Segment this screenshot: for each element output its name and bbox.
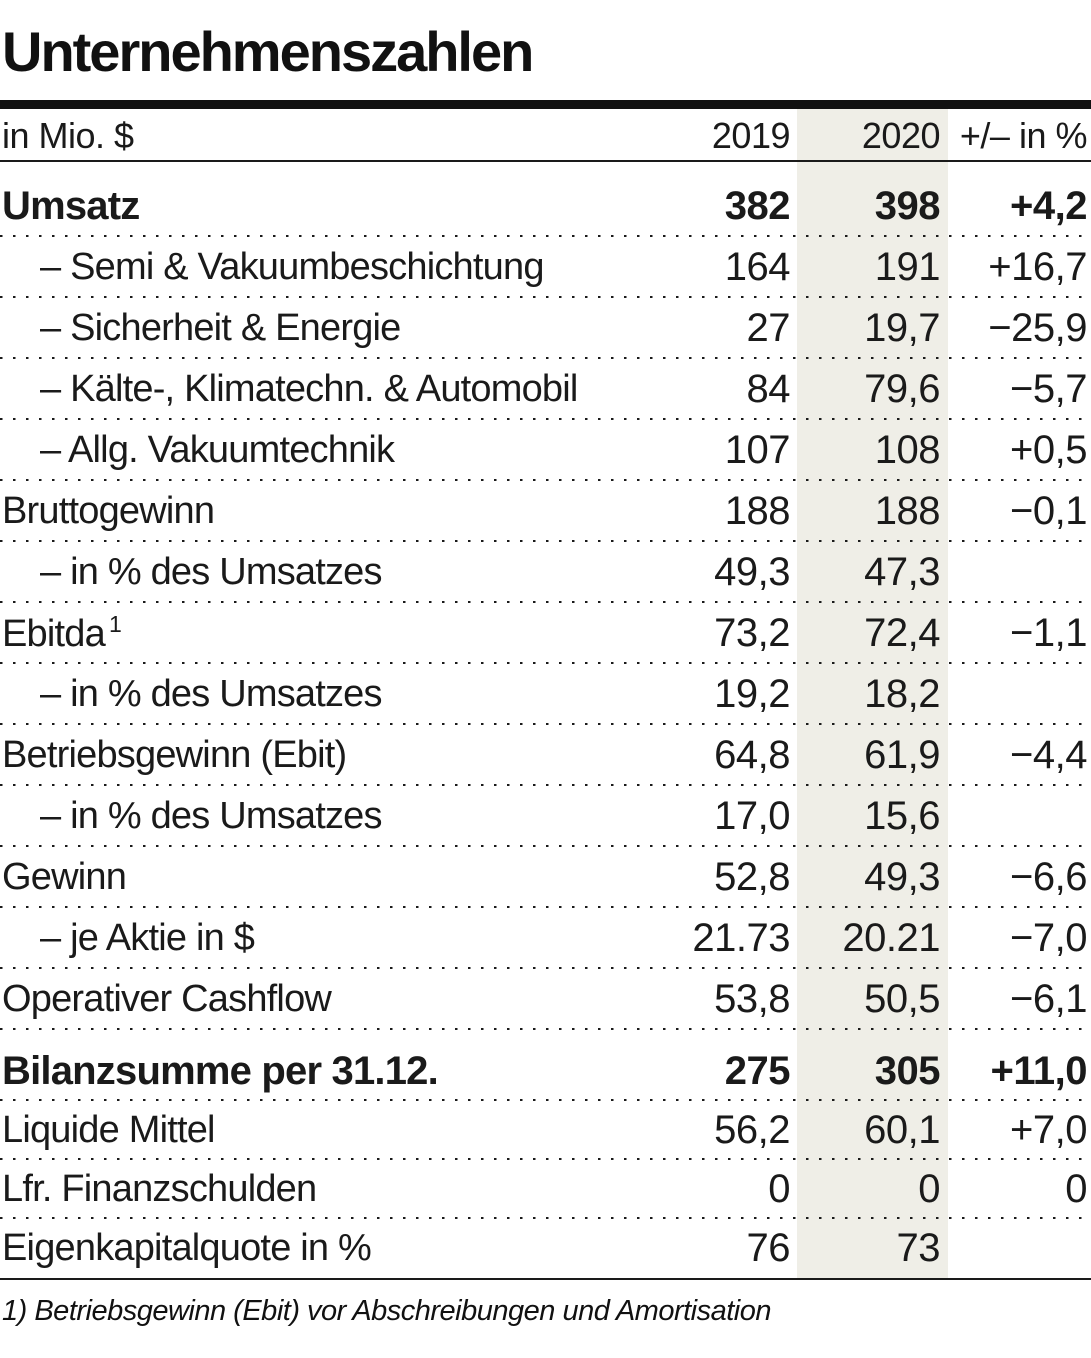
value-2019: 64,8 xyxy=(714,733,790,777)
value-2019: 17,0 xyxy=(714,794,790,838)
value-change-percent: −4,4 xyxy=(1010,733,1087,777)
value-2020: 188 xyxy=(874,489,941,533)
value-2019: 21.73 xyxy=(692,916,790,960)
value-2019: 188 xyxy=(724,489,791,533)
row-label: – Kälte-, Klimatechn. & Automobil xyxy=(40,368,578,410)
row-label: Lfr. Finanzschulden xyxy=(2,1168,317,1210)
value-2019: 56,2 xyxy=(714,1108,790,1152)
value-change-percent: −7,0 xyxy=(1010,916,1087,960)
value-2019: 49,3 xyxy=(714,550,790,594)
column-header-2020: 2020 xyxy=(861,114,941,156)
value-2019: 19,2 xyxy=(714,672,790,716)
value-2019: 164 xyxy=(724,245,791,289)
bottom-rule xyxy=(0,1278,1091,1280)
value-2020: 108 xyxy=(874,428,941,472)
row-label: Ebitda 1 xyxy=(2,611,122,655)
table-row: – je Aktie in $ 21.73 20.21 −7,0 xyxy=(0,908,1091,969)
row-label: Liquide Mittel xyxy=(2,1109,216,1151)
table-row: Umsatz 382 398 +4,2 xyxy=(0,162,1091,237)
value-2020: 19,7 xyxy=(864,306,940,350)
value-change-percent: +16,7 xyxy=(988,245,1087,289)
value-2020: 20.21 xyxy=(842,916,940,960)
table-row: – Semi & Vakuumbeschichtung 164 191 +16,… xyxy=(0,237,1091,298)
value-change-percent: +4,2 xyxy=(1010,184,1087,228)
value-change-percent: 0 xyxy=(1065,1167,1087,1211)
row-label: – Allg. Vakuumtechnik xyxy=(40,429,395,471)
row-label: Gewinn xyxy=(2,856,127,898)
table-row: Betriebsgewinn (Ebit) 64,8 61,9 −4,4 xyxy=(0,725,1091,786)
value-2020: 50,5 xyxy=(864,977,940,1021)
value-change-percent: +0,5 xyxy=(1010,428,1087,472)
value-2020: 18,2 xyxy=(864,672,940,716)
table-row: Liquide Mittel 56,2 60,1 +7,0 xyxy=(0,1101,1091,1160)
value-2019: 53,8 xyxy=(714,977,790,1021)
value-2019: 27 xyxy=(746,306,791,350)
value-2019: 382 xyxy=(724,184,791,228)
value-2019: 275 xyxy=(724,1049,791,1093)
table-header-row: in Mio. $ 2019 2020 +/– in % xyxy=(0,109,1091,162)
value-change-percent: −25,9 xyxy=(988,306,1087,350)
value-2019: 84 xyxy=(746,367,791,411)
row-label: Bilanzsumme per 31.12. xyxy=(2,1049,439,1093)
value-2019: 0 xyxy=(768,1167,790,1211)
footnote: 1) Betriebsgewinn (Ebit) vor Abschreibun… xyxy=(2,1295,772,1327)
value-2019: 73,2 xyxy=(714,611,790,655)
value-2020: 191 xyxy=(874,245,941,289)
value-2019: 107 xyxy=(724,428,791,472)
table-row: – Allg. Vakuumtechnik 107 108 +0,5 xyxy=(0,420,1091,481)
table-row: Bruttogewinn 188 188 −0,1 xyxy=(0,481,1091,542)
table-row: – in % des Umsatzes 19,2 18,2 xyxy=(0,664,1091,725)
value-2019: 76 xyxy=(746,1226,791,1270)
row-label: – in % des Umsatzes xyxy=(40,795,383,837)
value-2020: 305 xyxy=(874,1049,941,1093)
row-label: – je Aktie in $ xyxy=(40,917,255,959)
top-rule xyxy=(0,100,1091,109)
page-title: Unternehmenszahlen xyxy=(2,20,534,83)
figures-table: in Mio. $ 2019 2020 +/– in % Umsatz 382 … xyxy=(0,109,1091,1280)
table-row: Ebitda 1 73,2 72,4 −1,1 xyxy=(0,603,1091,664)
value-2020: 72,4 xyxy=(864,611,940,655)
value-2020: 15,6 xyxy=(864,794,940,838)
value-2020: 60,1 xyxy=(864,1108,940,1152)
footnote-marker: 1 xyxy=(108,611,122,637)
row-label: – in % des Umsatzes xyxy=(40,551,383,593)
table-row: Operativer Cashflow 53,8 50,5 −6,1 xyxy=(0,969,1091,1030)
value-2020: 398 xyxy=(874,184,941,228)
value-change-percent: −6,6 xyxy=(1010,855,1087,899)
table-row: Lfr. Finanzschulden 0 0 0 xyxy=(0,1160,1091,1219)
unit-label: in Mio. $ xyxy=(2,114,134,156)
row-label: – Semi & Vakuumbeschichtung xyxy=(40,246,544,288)
table-row: – Kälte-, Klimatechn. & Automobil 84 79,… xyxy=(0,359,1091,420)
value-change-percent: −5,7 xyxy=(1010,367,1087,411)
value-change-percent: +7,0 xyxy=(1010,1108,1087,1152)
value-2019: 52,8 xyxy=(714,855,790,899)
row-label: Betriebsgewinn (Ebit) xyxy=(2,734,347,776)
row-label: – in % des Umsatzes xyxy=(40,673,383,715)
value-2020: 0 xyxy=(918,1167,940,1211)
value-2020: 49,3 xyxy=(864,855,940,899)
column-header-change: +/– in % xyxy=(959,114,1088,156)
table-row: Gewinn 52,8 49,3 −6,6 xyxy=(0,847,1091,908)
table-body: Umsatz 382 398 +4,2 – Semi & Vakuumbesch… xyxy=(0,162,1091,1278)
row-label: Eigenkapitalquote in % xyxy=(2,1227,372,1269)
row-label: – Sicherheit & Energie xyxy=(40,307,401,349)
table-row: – in % des Umsatzes 49,3 47,3 xyxy=(0,542,1091,603)
value-change-percent: +11,0 xyxy=(990,1049,1087,1093)
column-header-2019: 2019 xyxy=(711,114,791,156)
value-change-percent: −0,1 xyxy=(1010,489,1087,533)
value-change-percent: −6,1 xyxy=(1010,977,1087,1021)
value-2020: 47,3 xyxy=(864,550,940,594)
table-row: – in % des Umsatzes 17,0 15,6 xyxy=(0,786,1091,847)
row-label: Bruttogewinn xyxy=(2,490,215,532)
table-row: Eigenkapitalquote in % 76 73 xyxy=(0,1219,1091,1278)
row-label: Operativer Cashflow xyxy=(2,978,332,1020)
row-label: Umsatz xyxy=(2,184,140,228)
value-2020: 61,9 xyxy=(864,733,940,777)
value-change-percent: −1,1 xyxy=(1010,611,1087,655)
table-row: – Sicherheit & Energie 27 19,7 −25,9 xyxy=(0,298,1091,359)
value-2020: 79,6 xyxy=(864,367,940,411)
table-row: Bilanzsumme per 31.12. 275 305 +11,0 xyxy=(0,1030,1091,1101)
value-2020: 73 xyxy=(896,1226,941,1270)
